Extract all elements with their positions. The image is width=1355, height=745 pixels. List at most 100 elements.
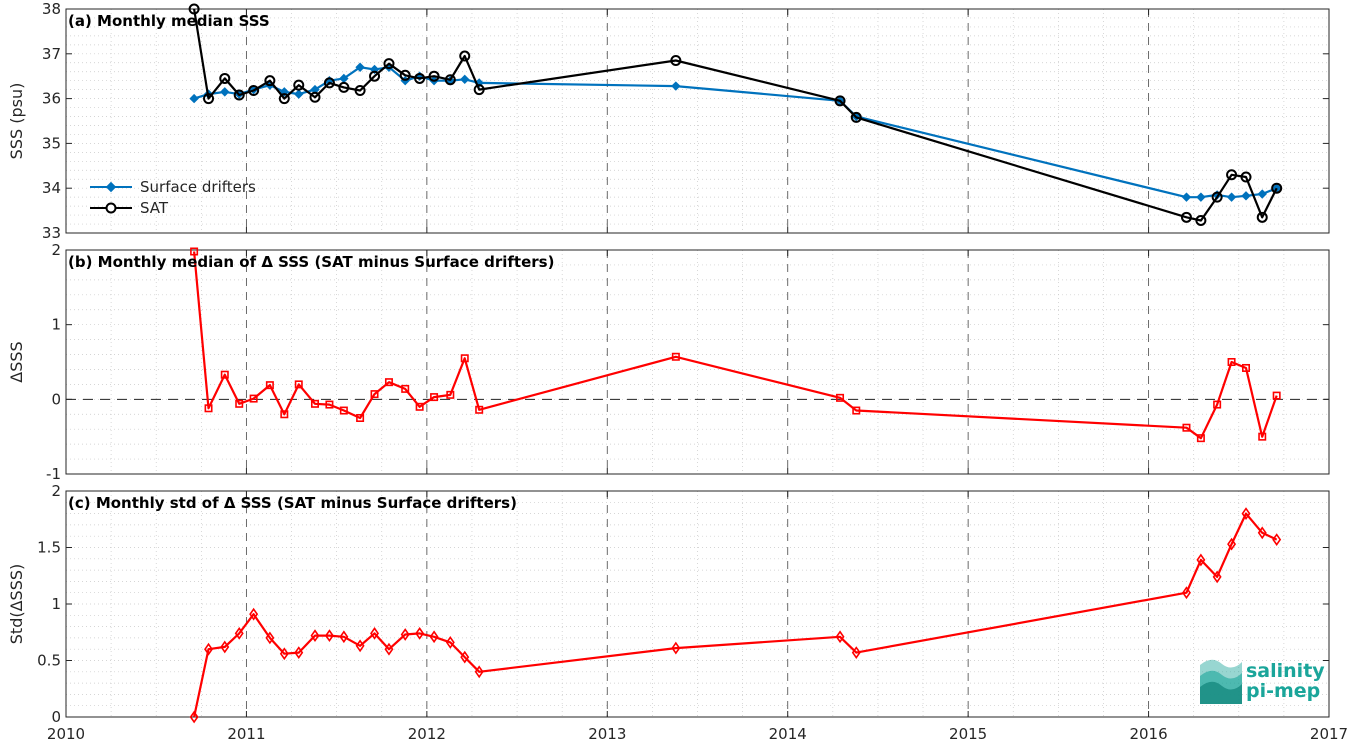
panel-a-sss: 33 34 35 36 37 38 (a) Monthly median SSS SSS (p… — [7, 0, 1330, 242]
panel-b-delta-sss: -1 0 1 2 (b) Monthly median of Δ SSS (SAT mi… — [7, 241, 1330, 483]
y-tick-label: 1.5 — [37, 539, 61, 557]
data-point — [249, 394, 258, 403]
y-tick-label: 37 — [42, 45, 61, 63]
y-tick-label: 0 — [51, 390, 61, 408]
data-point — [338, 81, 350, 93]
data-point — [1195, 214, 1207, 226]
data-point — [220, 370, 229, 379]
panel-title: (c) Monthly std of Δ SSS (SAT minus Surf… — [68, 494, 517, 512]
data-point — [203, 93, 215, 105]
data-point — [323, 77, 335, 89]
data-point — [1242, 363, 1251, 372]
data-point — [1272, 391, 1281, 400]
x-tick-label: 2010 — [47, 725, 85, 743]
data-point — [473, 84, 485, 96]
data-point — [459, 50, 471, 62]
data-point — [1182, 423, 1191, 432]
x-tick-label: 2012 — [408, 725, 446, 743]
data-point — [445, 636, 455, 649]
series-line-panel-2 — [193, 512, 1278, 718]
y-axis-label: ΔSSS — [7, 341, 26, 382]
data-point — [294, 89, 304, 99]
data-point — [671, 81, 681, 91]
data-point — [1258, 432, 1267, 441]
data-point — [850, 111, 862, 123]
data-point — [325, 400, 334, 409]
data-point — [1226, 169, 1238, 181]
data-point — [339, 630, 349, 644]
y-tick-label: 2 — [51, 482, 61, 500]
data-point — [1226, 192, 1237, 202]
data-point — [354, 85, 366, 97]
salinity-pi-mep-logo: salinity pi-mep — [1200, 659, 1325, 704]
data-point — [278, 93, 290, 105]
x-tick-label: 2011 — [227, 725, 265, 743]
data-point — [264, 75, 276, 87]
data-point — [265, 631, 275, 645]
data-point — [309, 91, 321, 103]
data-point — [384, 378, 393, 387]
x-tick-label: 2015 — [949, 725, 987, 743]
data-point — [355, 639, 365, 653]
data-point — [429, 630, 439, 644]
data-point — [249, 607, 259, 621]
data-point — [355, 62, 365, 72]
data-point — [414, 72, 426, 84]
series-line-panel-1 — [193, 251, 1278, 440]
data-point — [220, 640, 230, 654]
y-tick-label: 1 — [51, 316, 61, 334]
data-point — [1196, 434, 1205, 443]
data-point — [310, 629, 320, 643]
data-point — [415, 402, 424, 411]
data-point — [279, 647, 289, 661]
logo-line2: pi-mep — [1246, 680, 1320, 702]
data-point — [310, 399, 319, 408]
data-point — [1212, 570, 1222, 584]
data-point — [294, 646, 304, 659]
data-point — [384, 642, 394, 656]
data-point — [460, 354, 469, 363]
legend-label-surface-drifters: Surface drifters — [140, 178, 256, 196]
data-point — [1256, 211, 1268, 223]
x-tick-label: 2017 — [1310, 725, 1348, 743]
data-point — [1213, 400, 1222, 409]
data-point — [280, 410, 289, 419]
data-point — [415, 626, 425, 640]
y-tick-label: 0 — [51, 708, 61, 726]
data-point — [234, 626, 244, 640]
axes-box — [65, 249, 1330, 475]
data-point — [204, 642, 214, 656]
data-point — [248, 85, 260, 97]
y-axis-label: SSS (psu) — [7, 83, 26, 160]
y-tick-label: 1 — [51, 595, 61, 613]
data-point — [233, 89, 245, 101]
data-point — [852, 406, 861, 415]
legend-label-sat: SAT — [140, 199, 169, 217]
data-point — [1196, 192, 1206, 202]
y-tick-label: 34 — [42, 179, 61, 197]
data-point — [1196, 553, 1206, 567]
axes-box — [65, 8, 1330, 234]
data-point — [474, 665, 484, 679]
data-point — [265, 381, 274, 390]
y-tick-label: 38 — [42, 0, 61, 18]
data-point — [1271, 182, 1283, 194]
panel-c-std-delta-sss: 0 0.5 1 1.5 2 2010 2011 2012 2013 2014 2015 2016 201… — [7, 482, 1348, 743]
panel-title: (a) Monthly median SSS — [68, 12, 270, 30]
panel-title: (b) Monthly median of Δ SSS (SAT minus S… — [68, 253, 554, 271]
data-point — [671, 352, 680, 361]
data-point — [446, 390, 455, 399]
x-tick-label: 2014 — [769, 725, 807, 743]
data-point — [1227, 537, 1237, 551]
data-point — [369, 70, 381, 82]
data-point — [1181, 192, 1192, 202]
data-point — [400, 628, 410, 641]
data-point — [670, 55, 682, 67]
data-point — [460, 650, 470, 664]
y-tick-label: 2 — [51, 241, 61, 259]
data-point — [370, 390, 379, 399]
data-point — [851, 646, 861, 659]
data-point — [1240, 171, 1252, 183]
data-point — [1241, 507, 1251, 520]
